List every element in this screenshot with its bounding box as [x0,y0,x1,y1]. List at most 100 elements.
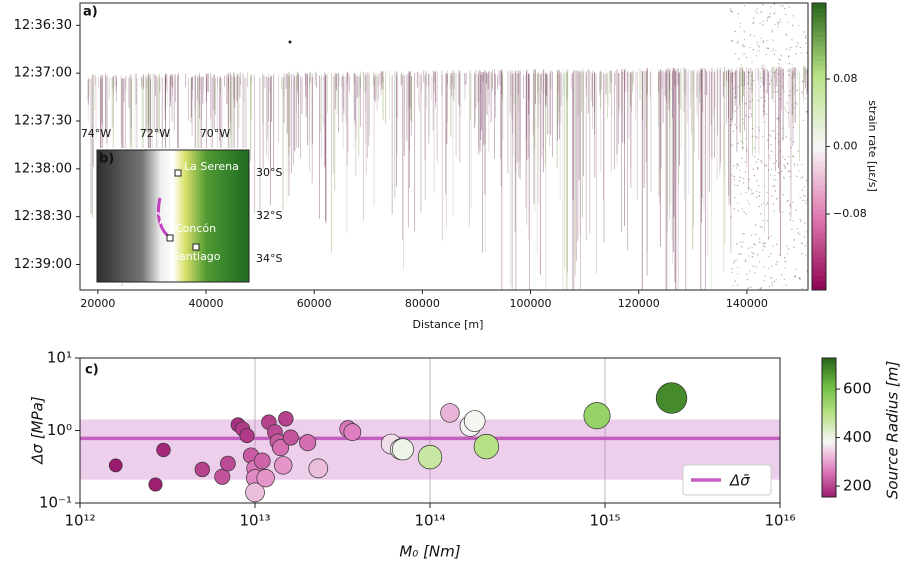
noise-speck [734,280,736,282]
colorbar-cell [822,494,836,498]
colorbar-cell [822,487,836,491]
colorbar-cell [822,450,836,454]
colorbar-cell [812,222,826,229]
noise-speck [772,203,774,205]
noise-speck [806,68,808,71]
colorbar-cell [822,382,836,387]
noise-speck [763,245,765,247]
colorbar-cell [822,440,836,445]
inset-map: La Serena Concón Santiago b) 74°W 72°W 7… [81,127,282,283]
colorbar-cell [812,246,826,253]
noise-speck [740,253,742,255]
noise-speck [781,86,783,88]
noise-speck [744,260,747,263]
noise-speck [748,187,750,189]
noise-speck [770,174,772,176]
noise-speck [731,174,733,176]
event-point [440,403,460,423]
noise-speck [802,176,804,178]
noise-speck [785,13,787,16]
noise-speck [757,44,759,46]
noise-speck [776,69,778,71]
legend-label: Δσ̄ [729,472,750,490]
colorbar-cell [822,438,836,442]
noise-speck [796,103,798,105]
colorbar-cell [822,471,836,475]
noise-speck [778,254,781,256]
noise-speck [759,192,761,194]
colorbar-cell [822,362,836,366]
y-axis-label: Δσ [MPa] [29,396,47,465]
noise-speck [739,22,742,24]
colorbar-cell [812,232,826,238]
noise-speck [783,164,785,166]
noise-speck [782,211,784,213]
colorbar-cell [812,284,826,291]
noise-speck [792,201,794,203]
colorbar-cell [812,236,826,243]
noise-speck [762,202,765,205]
noise-speck [742,44,744,46]
place-marker [174,169,182,177]
noise-speck [752,80,755,82]
lat-label: 32°S [256,209,282,222]
noise-speck [752,22,754,24]
noise-speck [737,273,739,275]
noise-speck [734,30,736,33]
event-point [583,402,611,430]
colorbar-label: strain rate [με/s] [866,100,879,192]
noise-speck [735,259,737,261]
colorbar-cell [822,394,836,398]
noise-speck [752,168,754,170]
noise-speck [783,177,785,180]
noise-speck [743,211,745,213]
noise-speck [757,158,759,160]
noise-speck [753,35,755,37]
colorbar-cell [812,150,826,157]
scatter-plot: Δσ̄ [79,358,781,503]
panel-label: b) [99,152,114,167]
noise-speck [794,107,796,109]
noise-speck [803,236,806,238]
noise-speck [776,261,778,263]
noise-speck [764,242,766,244]
event-point [417,444,443,470]
x-axis-label: Distance [m] [413,318,484,331]
colorbar-cell [812,217,826,224]
noise-speck [751,135,753,137]
colorbar-cell [812,146,826,152]
event-point [256,468,275,488]
y-tick-label: 10¹ [47,349,72,367]
noise-speck [774,174,776,177]
colorbar-cell [812,275,826,281]
noise-speck [788,6,790,8]
colorbar-cell [812,83,826,90]
event-point [214,468,231,485]
noise-speck [796,175,798,177]
noise-speck [734,196,736,199]
noise-speck [771,31,773,33]
noise-speck [760,204,762,206]
colorbar-cell [822,489,836,493]
colorbar-cell [812,179,826,186]
colorbar-cell [822,445,836,449]
noise-speck [792,24,794,27]
noise-speck [794,276,796,278]
noise-speck [772,100,775,102]
noise-speck [775,279,777,281]
event-point [253,452,271,470]
noise-speck [736,164,738,166]
noise-speck [752,265,754,267]
colorbar-cell [812,198,826,205]
colorbar-cell [822,431,836,435]
noise-speck [737,210,739,212]
colorbar-cell [822,420,836,424]
noise-speck [778,172,780,174]
noise-speck [767,202,769,204]
noise-speck [776,91,778,93]
y-tick-label: 10⁰ [47,421,72,439]
noise-speck [754,272,756,274]
noise-speck [756,180,758,182]
noise-speck [737,86,739,88]
noise-speck [737,13,740,15]
